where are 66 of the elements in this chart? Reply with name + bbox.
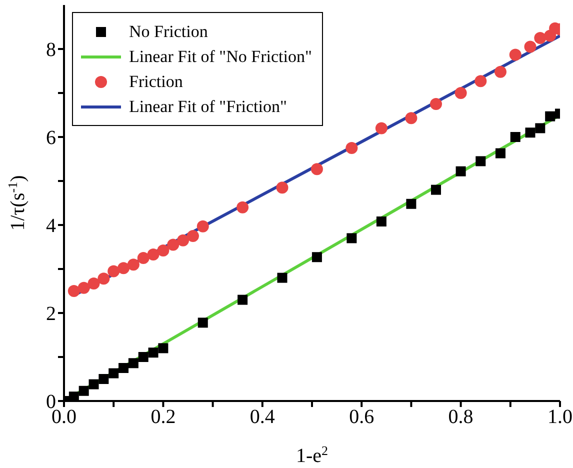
- point: [88, 379, 99, 390]
- legend-label: No Friction: [129, 21, 208, 43]
- point: [98, 374, 109, 384]
- point: [510, 132, 520, 142]
- x-tick-label: 0.8: [448, 406, 474, 428]
- x-tick-label: 0.4: [250, 406, 275, 428]
- point: [524, 40, 536, 53]
- point: [238, 294, 248, 305]
- point: [545, 111, 556, 122]
- y-tick-label: 2: [46, 303, 56, 326]
- point: [405, 112, 418, 124]
- point: [68, 392, 79, 401]
- point: [127, 258, 140, 271]
- point: [534, 32, 546, 44]
- point: [346, 233, 357, 244]
- point: [494, 66, 506, 78]
- point: [78, 386, 89, 396]
- point: [310, 163, 323, 176]
- point: [525, 128, 536, 138]
- point: [495, 148, 506, 158]
- point: [118, 262, 130, 274]
- point: [137, 252, 150, 264]
- point: [376, 216, 386, 226]
- point: [88, 278, 100, 290]
- x-tick-label: 1.0: [548, 406, 572, 428]
- point: [196, 220, 209, 232]
- legend-label: Linear Fit of "Friction": [129, 96, 287, 118]
- point: [454, 87, 467, 99]
- y-tick-label: 8: [46, 39, 56, 62]
- point: [375, 122, 388, 134]
- point: [118, 363, 129, 373]
- point: [68, 285, 80, 297]
- point: [474, 75, 487, 88]
- point: [406, 198, 416, 209]
- y-tick-label: 4: [46, 215, 56, 238]
- point: [147, 248, 160, 260]
- point: [198, 318, 208, 328]
- point: [535, 123, 546, 134]
- point: [177, 234, 190, 246]
- point: [456, 166, 466, 176]
- point: [186, 230, 199, 242]
- point: [277, 272, 288, 283]
- point: [312, 252, 322, 262]
- point: [276, 182, 288, 194]
- point: [236, 201, 249, 214]
- point: [108, 368, 119, 378]
- point: [476, 156, 486, 166]
- point: [128, 358, 138, 368]
- point: [78, 282, 90, 294]
- legend-label: Linear Fit of "No Friction": [129, 46, 312, 68]
- point: [98, 272, 110, 285]
- y-tick-label: 6: [46, 127, 56, 150]
- point: [346, 142, 358, 154]
- point: [157, 244, 170, 257]
- point: [138, 352, 148, 362]
- point: [108, 265, 120, 278]
- legend-label: Friction: [129, 71, 183, 93]
- point: [148, 348, 158, 358]
- point: [167, 238, 180, 251]
- point: [431, 184, 441, 195]
- point: [509, 48, 522, 61]
- x-tick-label: 0.6: [349, 406, 374, 428]
- point: [158, 343, 168, 354]
- x-axis-title: 1-e$^{2}$: [296, 442, 328, 467]
- x-tick-label: 0.2: [150, 406, 176, 428]
- point: [430, 98, 442, 110]
